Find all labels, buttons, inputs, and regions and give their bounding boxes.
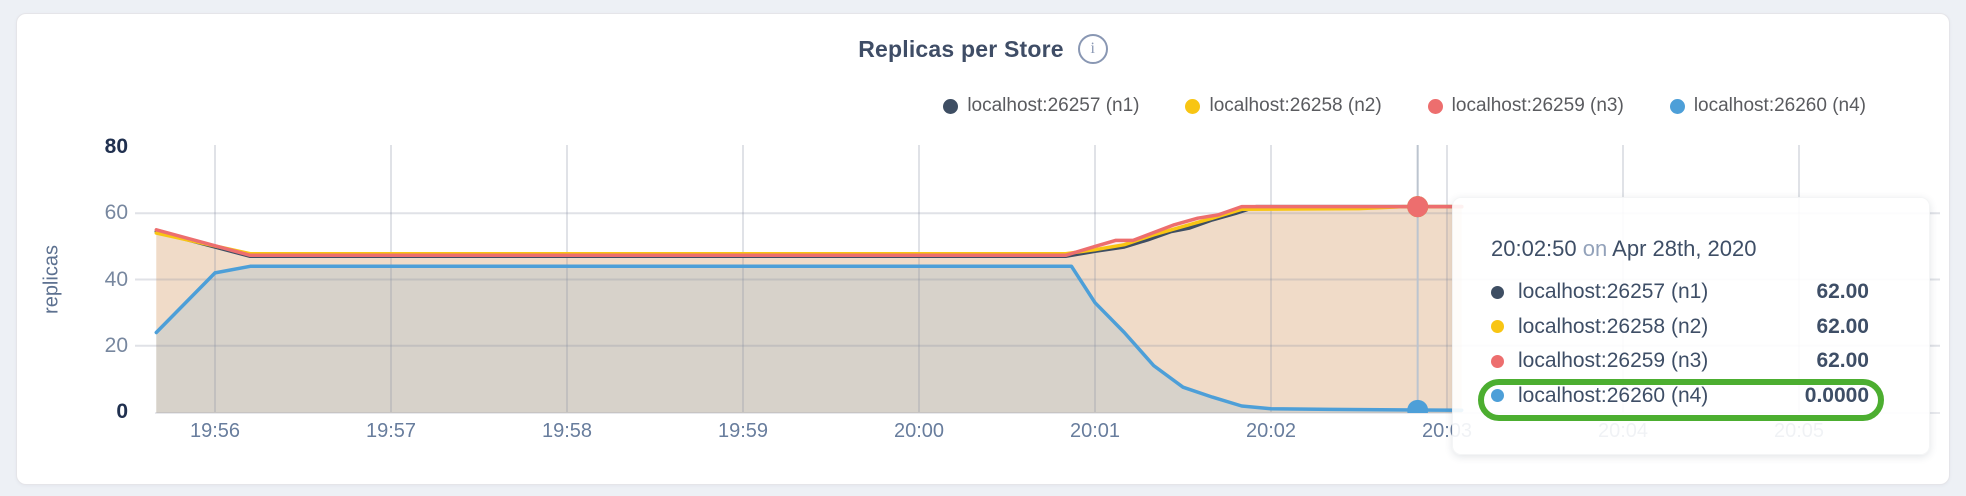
x-tick-label: 19:58	[541, 420, 593, 442]
legend-label-n4: localhost:26260 (n4)	[1693, 95, 1866, 116]
y-tick-label: 20	[104, 333, 128, 357]
tooltip-series-value: 62.00	[1816, 280, 1869, 304]
y-tick-label: 40	[104, 267, 128, 291]
tooltip-series-name: localhost:26259 (n3)	[1518, 349, 1709, 373]
info-icon[interactable]: i	[1077, 34, 1108, 64]
legend-label-n2: localhost:26258 (n2)	[1209, 95, 1382, 116]
tooltip-row-n2: localhost:26258 (n2) 62.00	[1491, 310, 1869, 345]
y-tick-label: 80	[104, 135, 128, 158]
chart-tooltip: 20:02:50 on Apr 28th, 2020 localhost:262…	[1452, 197, 1930, 455]
tooltip-series-name: localhost:26260 (n4)	[1518, 383, 1709, 407]
x-tick-label: 20:01	[1069, 420, 1121, 442]
highlight-annotation	[1478, 379, 1884, 421]
tooltip-dot-n1	[1491, 285, 1504, 299]
legend-item-n2[interactable]: localhost:26258 (n2)	[1185, 95, 1382, 117]
chart-header: Replicas per Store i	[0, 34, 1966, 64]
x-tick-label: 19:59	[717, 420, 769, 442]
tooltip-dot-n3	[1491, 354, 1504, 368]
y-tick-label: 0	[116, 400, 128, 423]
x-tick-label: 19:56	[189, 420, 241, 442]
legend-item-n1[interactable]: localhost:26257 (n1)	[943, 95, 1139, 117]
tooltip-time: 20:02:50	[1491, 236, 1577, 261]
tooltip-rows: localhost:26257 (n1) 62.00 localhost:262…	[1491, 275, 1869, 413]
tooltip-series-value: 62.00	[1816, 314, 1869, 338]
tooltip-row-n1: localhost:26257 (n1) 62.00	[1491, 275, 1869, 310]
tooltip-date: Apr 28th, 2020	[1612, 236, 1757, 261]
legend-dot-n1	[943, 98, 959, 114]
legend-dot-n4	[1669, 98, 1685, 114]
legend-dot-n3	[1427, 98, 1443, 114]
tooltip-conjunction: on	[1582, 236, 1608, 261]
chart-title: Replicas per Store	[858, 35, 1064, 62]
y-tick-label: 60	[104, 201, 128, 225]
tooltip-series-value: 62.00	[1816, 349, 1869, 373]
tooltip-row-n3: localhost:26259 (n3) 62.00	[1491, 344, 1869, 379]
legend-item-n4[interactable]: localhost:26260 (n4)	[1669, 95, 1866, 117]
tooltip-header: 20:02:50 on Apr 28th, 2020	[1491, 236, 1869, 262]
tooltip-row-n4: localhost:26260 (n4) 0.0000	[1491, 379, 1869, 414]
legend-label-n1: localhost:26257 (n1)	[967, 95, 1140, 116]
x-tick-label: 20:02	[1245, 420, 1297, 442]
tooltip-dot-n2	[1491, 320, 1504, 334]
x-tick-label: 19:57	[365, 420, 417, 442]
tooltip-series-name: localhost:26257 (n1)	[1518, 280, 1709, 304]
x-tick-label: 20:00	[893, 420, 945, 442]
legend-dot-n2	[1185, 98, 1201, 114]
tooltip-series-value: 0.0000	[1804, 383, 1869, 407]
legend-label-n3: localhost:26259 (n3)	[1451, 95, 1624, 116]
chart-legend: localhost:26257 (n1) localhost:26258 (n2…	[943, 95, 1866, 117]
legend-item-n3[interactable]: localhost:26259 (n3)	[1427, 95, 1624, 117]
tooltip-series-name: localhost:26258 (n2)	[1518, 314, 1709, 338]
